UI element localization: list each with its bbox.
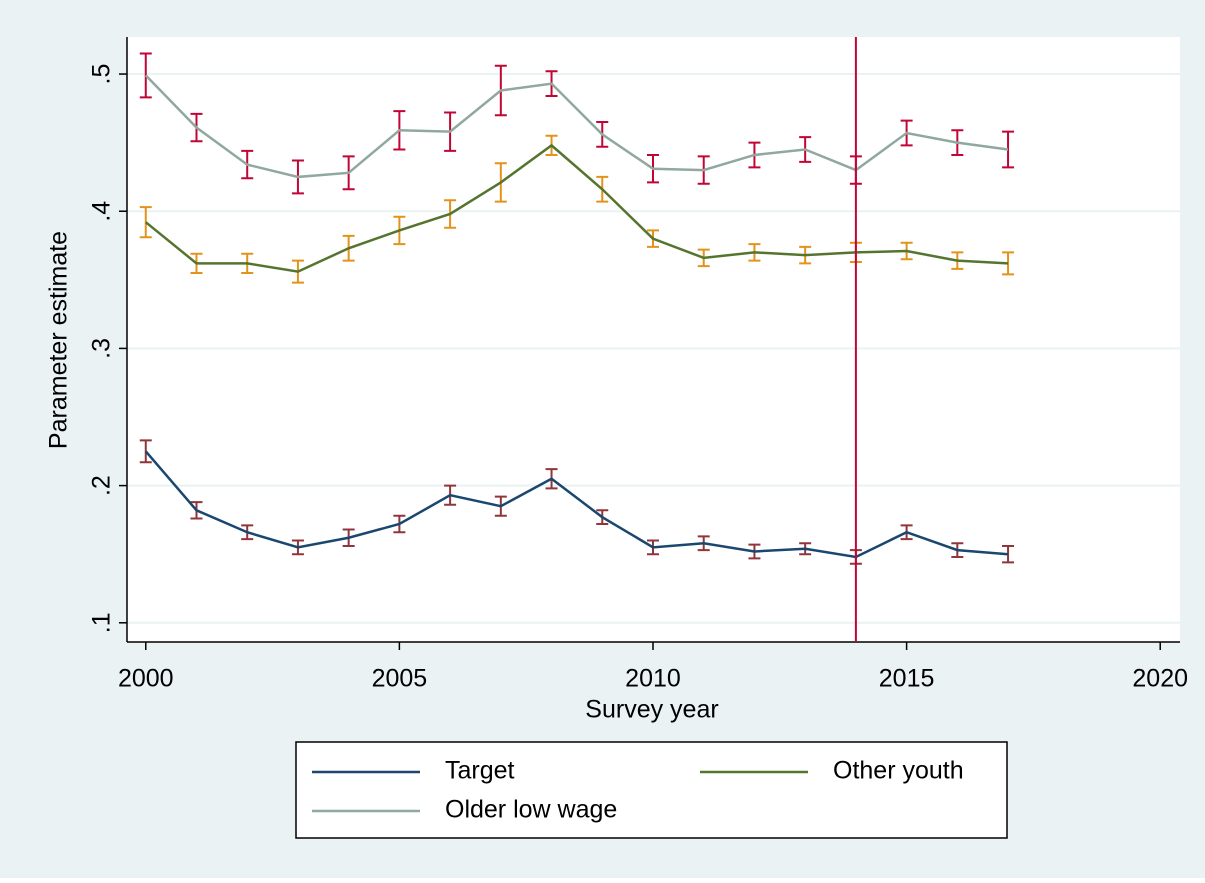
x-tick-label: 2005 — [372, 665, 428, 693]
legend-label: Older low wage — [445, 796, 617, 824]
x-tick-label: 2020 — [1132, 665, 1188, 693]
error-bar — [139, 206, 152, 239]
error-bar — [139, 52, 152, 99]
x-tick-label: 2010 — [625, 665, 681, 693]
x-axis-title: Survey year — [585, 696, 718, 724]
legend — [295, 741, 1008, 839]
y-tick-label: .1 — [88, 612, 116, 633]
series-line — [144, 74, 1009, 179]
y-tick-label: .4 — [88, 201, 116, 222]
x-tick-label: 2000 — [118, 665, 174, 693]
legend-label: Target — [445, 757, 515, 785]
y-axis-title: Parameter estimate — [45, 231, 73, 449]
series-line — [144, 450, 1009, 559]
series-line — [144, 143, 1009, 273]
y-tick-label: .5 — [88, 64, 116, 85]
x-tick-label: 2015 — [879, 665, 935, 693]
y-tick-label: .3 — [88, 338, 116, 359]
error-bar — [139, 439, 152, 464]
y-tick-label: .2 — [88, 475, 116, 496]
legend-label: Other youth — [833, 757, 964, 785]
